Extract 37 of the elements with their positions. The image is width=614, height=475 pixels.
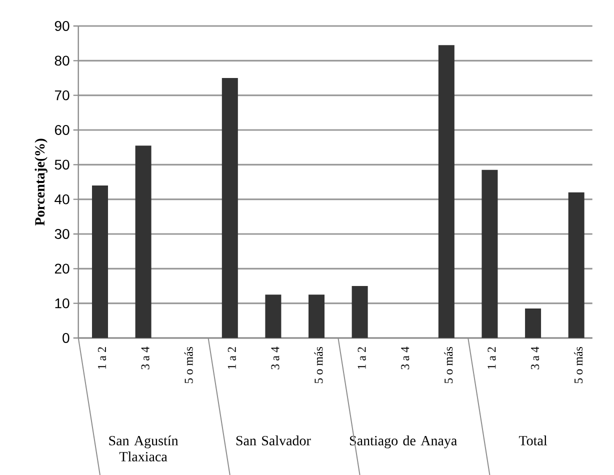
y-tick-label: 0: [62, 333, 70, 343]
x-tick-label: 3 a 4: [530, 346, 540, 370]
bar: [265, 294, 282, 338]
bar: [525, 308, 542, 338]
text: Santiago de Anaya: [350, 436, 457, 448]
x-tick-label: 5 o más: [184, 346, 193, 384]
y-tick-label: 50: [54, 160, 70, 170]
x-tick-label: 1 a 2: [98, 347, 106, 369]
x-tick-label: 5 o más: [574, 346, 583, 384]
text: San Salvador: [236, 436, 311, 446]
x-tick-label: 5 o más: [314, 346, 323, 384]
bar: [135, 146, 152, 338]
text: Total: [518, 436, 548, 446]
y-tick-label: 60: [54, 125, 70, 135]
y-tick-label: 10: [55, 298, 70, 308]
x-tick-label: 1 a 2: [488, 347, 496, 369]
bar: [568, 192, 584, 338]
bar: [92, 185, 108, 338]
y-tick-label: 90: [54, 21, 70, 31]
bar: [352, 286, 368, 338]
x-tick-label: 3 a 4: [401, 346, 410, 370]
x-tick-label: 5 o más: [444, 346, 453, 384]
x-tick-label: 1 a 2: [228, 347, 236, 369]
text: San Agustín Tlaxiaca: [109, 436, 178, 462]
x-tick-label: 3 a 4: [141, 346, 150, 370]
y-tick-label: 80: [54, 56, 70, 66]
y-axis-title: Porcentaje(%): [34, 138, 48, 226]
y-tick-label: 40: [54, 194, 70, 204]
x-tick-label: 3 a 4: [271, 346, 280, 370]
bar: [438, 45, 454, 338]
y-tick-label: 30: [54, 229, 70, 239]
y-tick-label: 20: [54, 264, 70, 274]
bar: [482, 170, 498, 338]
bar: [308, 294, 325, 338]
bar: [222, 78, 238, 338]
x-tick-label: 1 a 2: [358, 347, 366, 369]
y-tick-label: 70: [54, 90, 70, 100]
